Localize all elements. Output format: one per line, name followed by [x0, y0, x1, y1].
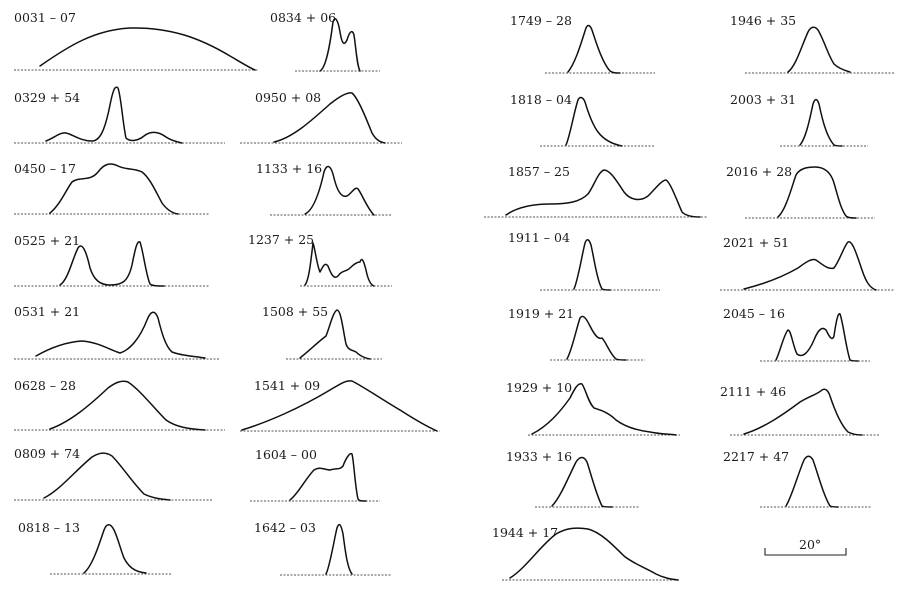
profile-curve — [304, 165, 375, 216]
profile-curve — [43, 452, 171, 501]
profile-label: 1911 – 04 — [508, 230, 570, 245]
profile-panel: 1508 + 55 — [262, 304, 382, 360]
profile-label: 0531 + 21 — [14, 304, 80, 319]
profile-label: 0525 + 21 — [14, 233, 80, 248]
profile-curve — [289, 452, 367, 502]
profile-label: 0628 – 28 — [14, 378, 76, 393]
profile-curve — [304, 242, 375, 287]
profile-panel: 1237 + 25 — [248, 232, 392, 287]
profile-curve — [49, 380, 206, 431]
profile-curve — [566, 315, 627, 361]
profile-label: 1642 – 03 — [254, 520, 316, 535]
profile-label: 2111 + 46 — [720, 384, 786, 399]
profile-curve — [39, 27, 256, 71]
profile-panel: 2217 + 47 — [723, 449, 872, 508]
profile-panel: 1933 + 16 — [506, 449, 640, 508]
scale-bar: 20° — [764, 537, 847, 556]
profile-curve — [787, 26, 851, 73]
profile-label: 1749 – 28 — [510, 13, 572, 28]
profile-label: 0834 + 06 — [270, 10, 336, 25]
profile-curve — [785, 455, 839, 508]
profile-panel: 1818 – 04 — [510, 92, 655, 147]
profile-curve — [83, 524, 147, 574]
profile-curve — [777, 166, 857, 219]
profile-panel: 0329 + 54 — [14, 86, 225, 144]
profile-panel: 2045 – 16 — [723, 306, 870, 362]
profile-curve — [49, 163, 179, 215]
profile-panel: 0031 – 07 — [14, 10, 258, 71]
profile-curve — [509, 527, 679, 581]
profile-label: 0809 + 74 — [14, 446, 80, 461]
profile-panel: 2111 + 46 — [720, 384, 880, 436]
profile-panel: 1919 + 21 — [508, 306, 645, 361]
profile-panel: 1929 + 10 — [506, 380, 680, 436]
profile-label: 0450 – 17 — [14, 161, 76, 176]
profile-curve — [505, 169, 701, 218]
profile-panel: 1541 + 09 — [240, 378, 440, 432]
profile-curve — [567, 24, 621, 74]
profile-panel: 0628 – 28 — [14, 378, 225, 431]
profile-label: 1508 + 55 — [262, 304, 328, 319]
profile-curve — [531, 382, 677, 436]
profile-label: 1541 + 09 — [254, 378, 320, 393]
profile-label: 0818 – 13 — [18, 520, 80, 535]
profile-label: 1604 – 00 — [255, 447, 317, 462]
profile-curve — [775, 313, 859, 362]
profile-label: 1857 – 25 — [508, 164, 570, 179]
profile-label: 1133 + 16 — [256, 161, 322, 176]
profile-panel: 1749 – 28 — [510, 13, 655, 74]
profile-panel: 2016 + 28 — [726, 164, 875, 219]
profile-curve — [319, 18, 361, 72]
profile-curve — [565, 96, 623, 147]
profile-label: 1919 + 21 — [508, 306, 574, 321]
profile-curve — [743, 241, 877, 291]
profile-label: 1946 + 35 — [730, 13, 796, 28]
profile-label: 0031 – 07 — [14, 10, 76, 25]
profile-curve — [743, 388, 863, 436]
profile-label: 2217 + 47 — [723, 449, 789, 464]
profile-label: 2003 + 31 — [730, 92, 796, 107]
profile-label: 1933 + 16 — [506, 449, 572, 464]
profile-curve — [273, 92, 386, 144]
profile-label: 1818 – 04 — [510, 92, 572, 107]
profile-label: 2016 + 28 — [726, 164, 792, 179]
profile-panel: 0450 – 17 — [14, 161, 210, 215]
profile-label: 0950 + 08 — [255, 90, 321, 105]
profile-panel: 2021 + 51 — [720, 235, 895, 291]
scale-bar-line — [764, 548, 847, 556]
profile-curve — [241, 380, 438, 432]
scale-bar-label: 20° — [799, 537, 821, 552]
profile-label: 2045 – 16 — [723, 306, 785, 321]
profile-panel: 1911 – 04 — [508, 230, 660, 291]
profile-curve — [299, 309, 371, 360]
profile-curve — [59, 241, 165, 287]
profile-label: 1929 + 10 — [506, 380, 572, 395]
profile-panel: 0525 + 21 — [14, 233, 210, 287]
profile-curve — [35, 311, 206, 359]
profile-panel: 0531 + 21 — [14, 304, 220, 360]
profile-label: 1944 + 17 — [492, 525, 558, 540]
profile-curve — [325, 523, 353, 575]
profile-panel: 1946 + 35 — [730, 13, 895, 74]
profile-label: 1237 + 25 — [248, 232, 314, 247]
profile-curve — [45, 86, 183, 144]
profile-panel: 1604 – 00 — [250, 447, 380, 502]
profile-panel: 1857 – 25 — [484, 164, 708, 218]
profile-panel: 1133 + 16 — [256, 161, 392, 216]
profile-curve — [551, 456, 613, 508]
profile-panel: 0818 – 13 — [18, 520, 172, 575]
profile-label: 2021 + 51 — [723, 235, 789, 250]
profile-panel: 0834 + 06 — [270, 10, 380, 72]
profile-curve — [573, 239, 611, 291]
profile-curve — [799, 98, 843, 147]
profile-panel: 0809 + 74 — [14, 446, 212, 501]
profile-label: 0329 + 54 — [14, 90, 80, 105]
profile-panel: 0950 + 08 — [240, 90, 402, 144]
profile-panel: 2003 + 31 — [730, 92, 868, 147]
profile-panel: 1642 – 03 — [254, 520, 392, 576]
profile-panel: 1944 + 17 — [492, 525, 680, 581]
